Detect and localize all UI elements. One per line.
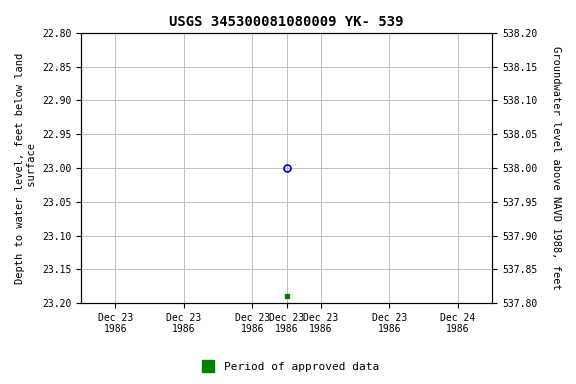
Y-axis label: Groundwater level above NAVD 1988, feet: Groundwater level above NAVD 1988, feet [551,46,561,290]
Legend: Period of approved data: Period of approved data [192,358,384,377]
Y-axis label: Depth to water level, feet below land
 surface: Depth to water level, feet below land su… [15,52,37,284]
Title: USGS 345300081080009 YK- 539: USGS 345300081080009 YK- 539 [169,15,404,29]
